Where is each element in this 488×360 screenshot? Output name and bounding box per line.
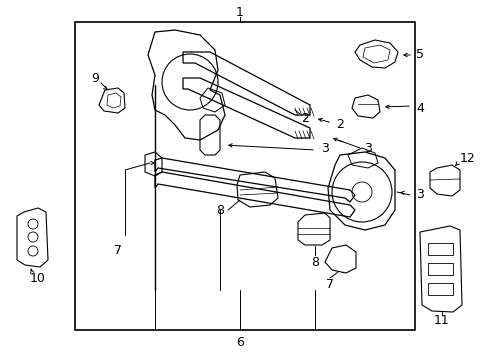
Bar xyxy=(75,22,414,330)
Text: 5: 5 xyxy=(415,49,423,62)
Text: 6: 6 xyxy=(236,336,244,348)
Text: 7: 7 xyxy=(325,279,333,292)
Text: 8: 8 xyxy=(310,256,318,270)
Text: 3: 3 xyxy=(321,141,328,154)
Text: 12: 12 xyxy=(459,152,475,165)
Text: 11: 11 xyxy=(433,314,449,327)
Text: 3: 3 xyxy=(415,189,423,202)
Bar xyxy=(427,283,452,295)
Text: 3: 3 xyxy=(364,141,371,154)
Text: 4: 4 xyxy=(415,102,423,114)
Text: 10: 10 xyxy=(30,271,46,284)
Text: 8: 8 xyxy=(216,203,224,216)
Text: 1: 1 xyxy=(236,5,244,18)
Text: 2: 2 xyxy=(335,118,343,131)
Text: 7: 7 xyxy=(114,243,122,256)
Bar xyxy=(427,243,452,255)
Text: 9: 9 xyxy=(91,72,99,85)
Text: 2: 2 xyxy=(301,112,308,125)
Bar xyxy=(427,263,452,275)
